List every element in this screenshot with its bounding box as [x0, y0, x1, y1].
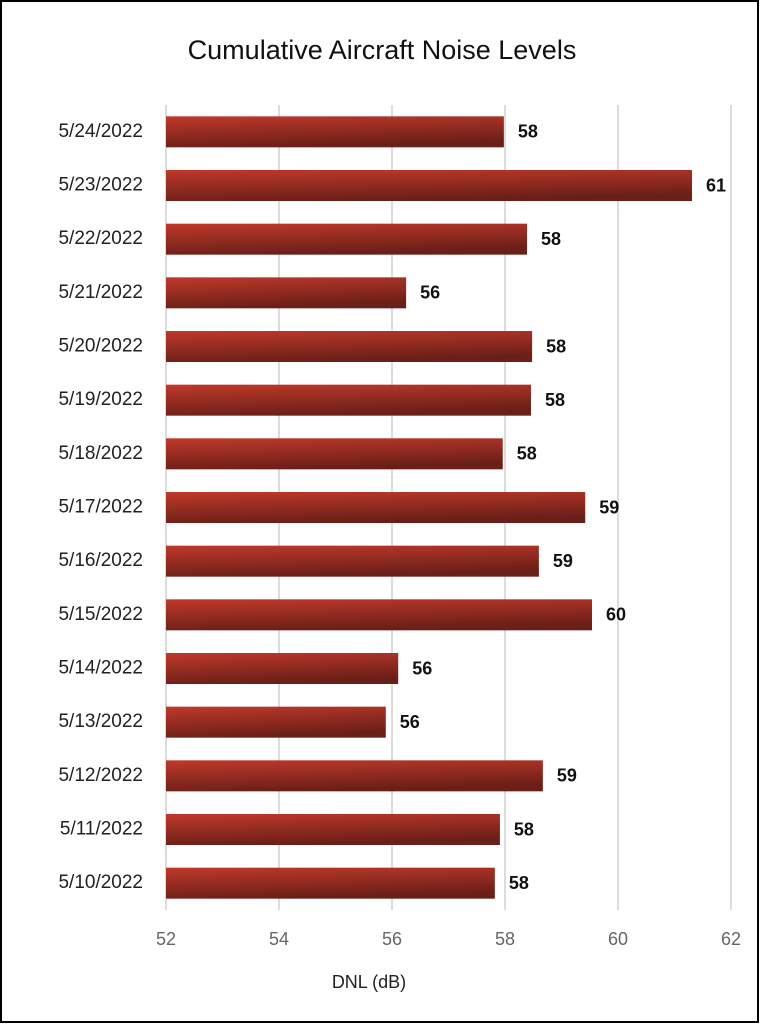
value-label: 58: [546, 336, 566, 356]
value-label: 56: [412, 658, 432, 678]
value-label: 56: [420, 283, 440, 303]
x-tick-label: 54: [269, 929, 289, 949]
bar: [166, 438, 503, 470]
y-tick-label: 5/23/2022: [58, 175, 143, 196]
bar: [166, 116, 504, 148]
y-tick-label: 5/11/2022: [60, 819, 143, 840]
value-label: 61: [706, 175, 726, 195]
y-tick-label: 5/15/2022: [58, 604, 143, 625]
bar: [166, 706, 386, 738]
y-tick-label: 5/13/2022: [58, 711, 143, 732]
bar: [166, 331, 533, 362]
x-tick-label: 60: [608, 929, 628, 949]
y-tick-label: 5/17/2022: [58, 497, 143, 518]
y-tick-label: 5/16/2022: [58, 550, 143, 571]
value-label: 58: [545, 390, 565, 410]
value-label: 59: [599, 497, 619, 517]
y-tick-label: 5/10/2022: [58, 872, 143, 893]
bar: [166, 814, 500, 845]
bar: [166, 277, 407, 309]
x-tick-label: 62: [721, 929, 741, 949]
bar: [166, 545, 539, 577]
x-tick-label: 56: [382, 929, 402, 949]
y-tick-label: 5/18/2022: [58, 443, 143, 464]
bar: [166, 760, 543, 792]
value-label: 60: [606, 605, 626, 625]
bar: [166, 867, 495, 899]
value-label: 58: [517, 444, 537, 464]
bar: [166, 492, 586, 523]
bar: [166, 223, 528, 255]
y-tick-label: 5/21/2022: [58, 282, 143, 303]
bar: [166, 653, 399, 684]
value-label: 58: [509, 873, 529, 893]
y-tick-label: 5/14/2022: [58, 658, 143, 679]
y-tick-label: 5/20/2022: [58, 336, 143, 357]
bar: [166, 384, 531, 416]
chart-title: Cumulative Aircraft Noise Levels: [188, 35, 577, 65]
bar: [166, 170, 693, 201]
x-tick-label: 58: [495, 929, 515, 949]
value-label: 58: [518, 122, 538, 142]
x-axis-label: DNL (dB): [332, 972, 406, 992]
value-label: 56: [400, 712, 420, 732]
value-label: 58: [541, 229, 561, 249]
value-label: 59: [557, 766, 577, 786]
y-tick-label: 5/19/2022: [58, 389, 143, 410]
value-label: 58: [514, 819, 534, 839]
y-tick-label: 5/22/2022: [58, 228, 143, 249]
bar: [166, 599, 593, 631]
y-tick-label: 5/12/2022: [58, 765, 143, 786]
y-tick-label: 5/24/2022: [58, 121, 143, 142]
value-label: 59: [553, 551, 573, 571]
x-tick-label: 52: [156, 929, 176, 949]
